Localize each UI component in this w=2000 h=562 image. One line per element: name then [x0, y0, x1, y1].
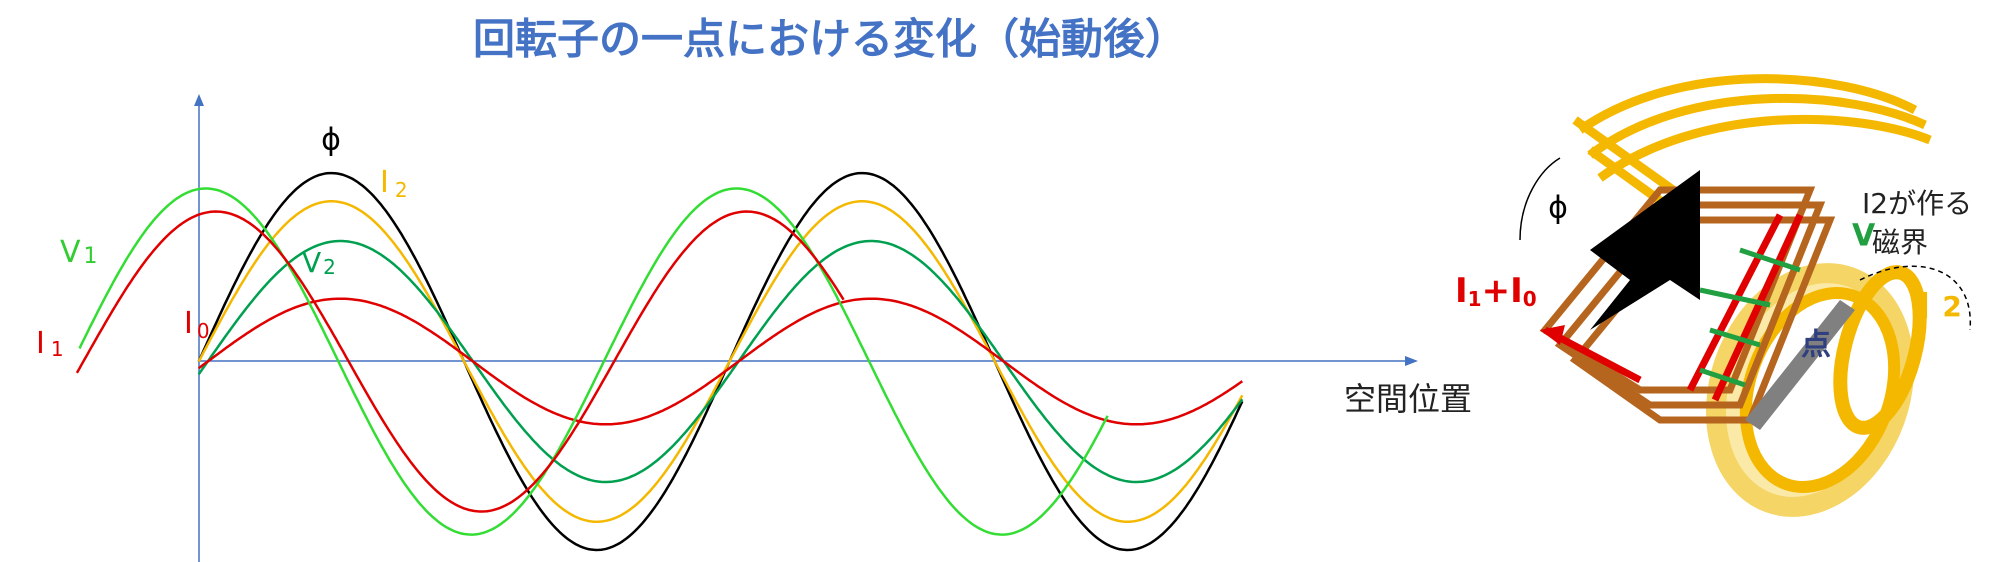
pc-plus: + [1482, 271, 1511, 311]
flux-arrow [1590, 170, 1700, 330]
voltage-arrows [1699, 247, 1801, 388]
x-axis-arrow [1405, 356, 1418, 366]
i1-main: I [36, 326, 45, 361]
pc-sub1: 1 [1468, 287, 1482, 311]
field-rotation-arrow [1859, 265, 1971, 331]
v2-wave [197, 239, 1244, 484]
y-axis-arrow [194, 94, 204, 106]
pc-main2: I [1510, 271, 1523, 311]
i2-main: I [380, 165, 389, 200]
v2-main: V [302, 246, 321, 279]
sc-main: I [1917, 286, 1930, 327]
i0-wave [197, 297, 1244, 426]
current-arrow-head [1540, 325, 1565, 345]
secondary-ring [1833, 265, 1927, 435]
v1-wave [78, 187, 1109, 536]
phi-label: ϕ [321, 123, 341, 158]
sc-sub: 2 [1942, 290, 1961, 323]
v1-sub: 1 [84, 244, 98, 269]
phi-wave [197, 171, 1244, 552]
diagram-phi: ϕ [1548, 191, 1568, 226]
i1-wave [75, 210, 845, 513]
i0-main: I [184, 306, 193, 341]
field-label-1: I2が作る [1862, 187, 1972, 220]
point-label: 点 [1801, 328, 1831, 363]
wave-graph [75, 94, 1418, 562]
v1-main: V [60, 235, 81, 270]
pc-sub2: 0 [1523, 287, 1537, 311]
title: 回転子の一点における変化（始動後） [473, 15, 1187, 64]
pc-main1: I [1455, 271, 1468, 311]
motor-diagram [1519, 74, 1971, 517]
rotation-arrow [1519, 157, 1561, 241]
i1-sub: 1 [51, 337, 64, 361]
voltage-label: V [1852, 219, 1876, 254]
i0-sub: 0 [197, 319, 210, 343]
field-label-2: 磁界 [1872, 226, 1928, 259]
v2-sub: 2 [323, 255, 336, 279]
i2-sub: 2 [395, 178, 408, 202]
primary-current-label: I1+I0 [1455, 271, 1537, 311]
rotor-point-bar [1745, 300, 1855, 430]
x-axis-label: 空間位置 [1344, 380, 1472, 418]
